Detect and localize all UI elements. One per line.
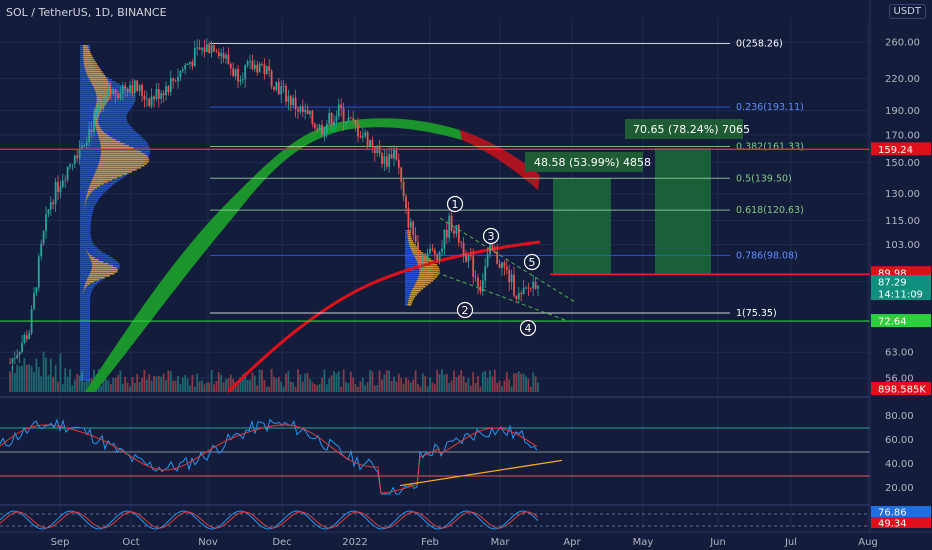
price-tick: 56.00	[885, 374, 914, 385]
indicator-tick: 20.00	[885, 483, 914, 494]
fib-level-label: 0(258.26)	[736, 38, 783, 49]
long-position-boxes[interactable]: 48.58 (53.99%) 4858 70.65 (78.24%) 7065	[525, 119, 750, 274]
price-tick: 220.00	[885, 74, 920, 85]
wave-label: 1	[452, 198, 459, 211]
target-label: 48.58 (53.99%) 4858	[534, 156, 651, 169]
time-tick: 2022	[342, 537, 367, 548]
indicator-tick: 60.00	[885, 435, 914, 446]
time-tick: Dec	[272, 537, 291, 548]
time-tick: Nov	[198, 537, 218, 548]
price-tick: 63.00	[885, 348, 914, 359]
volume-profile	[80, 45, 440, 381]
target-label: 70.65 (78.24%) 7065	[633, 123, 750, 136]
fib-retracement[interactable]: 0(258.26) 0.236(193.11) 0.382(161.33) 0.5(1…	[210, 38, 804, 319]
time-tick: May	[633, 537, 654, 548]
wave-label: 5	[529, 256, 536, 269]
indicator-tick: 40.00	[885, 459, 914, 470]
fib-level-label: 1(75.35)	[736, 308, 777, 319]
wave-label: 2	[462, 304, 469, 317]
time-tick: Mar	[491, 537, 511, 548]
fib-level-label: 0.5(139.50)	[736, 173, 792, 184]
fib-level-label: 0.618(120.63)	[736, 205, 804, 216]
time-tick: Aug	[858, 537, 878, 548]
price-tick: 260.00	[885, 38, 920, 49]
time-tick: Jun	[709, 537, 726, 548]
wave-label: 3	[488, 230, 495, 243]
time-tick: Apr	[563, 537, 581, 548]
fib-level-label: 0.786(98.08)	[736, 250, 798, 261]
price-tick: 170.00	[885, 130, 920, 141]
fib-level-label: 0.382(161.33)	[736, 141, 804, 152]
time-tick: Feb	[421, 537, 439, 548]
candles	[9, 38, 539, 371]
currency-button[interactable]: USDT	[888, 4, 926, 19]
drawings[interactable]: 1 2 3 4 5	[0, 148, 870, 337]
wave-label: 4	[525, 322, 532, 335]
price-label: 87.29	[878, 278, 907, 289]
price-tick: 115.00	[885, 216, 920, 227]
price-tick: 190.00	[885, 106, 920, 117]
indicator-label: 49.34	[878, 519, 907, 530]
indicator-label: 76.86	[878, 508, 907, 519]
price-label: 159.24	[878, 145, 913, 156]
indicator-panes	[0, 396, 932, 530]
price-label: 14:11:09	[878, 290, 923, 301]
price-tick: 150.00	[885, 158, 920, 169]
price-tick: 130.00	[885, 189, 920, 200]
price-label: 898.585K	[878, 385, 926, 396]
time-tick: Jul	[784, 537, 797, 548]
price-label: 72.64	[878, 317, 907, 328]
volume-bars	[9, 351, 539, 392]
price-tick: 103.00	[885, 240, 920, 251]
time-tick: Sep	[51, 537, 70, 548]
time-tick: Oct	[122, 537, 139, 548]
symbol-title[interactable]: SOL / TetherUS, 1D, BINANCE	[6, 6, 167, 19]
price-label: 89.98	[878, 269, 907, 280]
fib-level-label: 0.236(193.11)	[736, 102, 804, 113]
indicator-tick: 80.00	[885, 411, 914, 422]
